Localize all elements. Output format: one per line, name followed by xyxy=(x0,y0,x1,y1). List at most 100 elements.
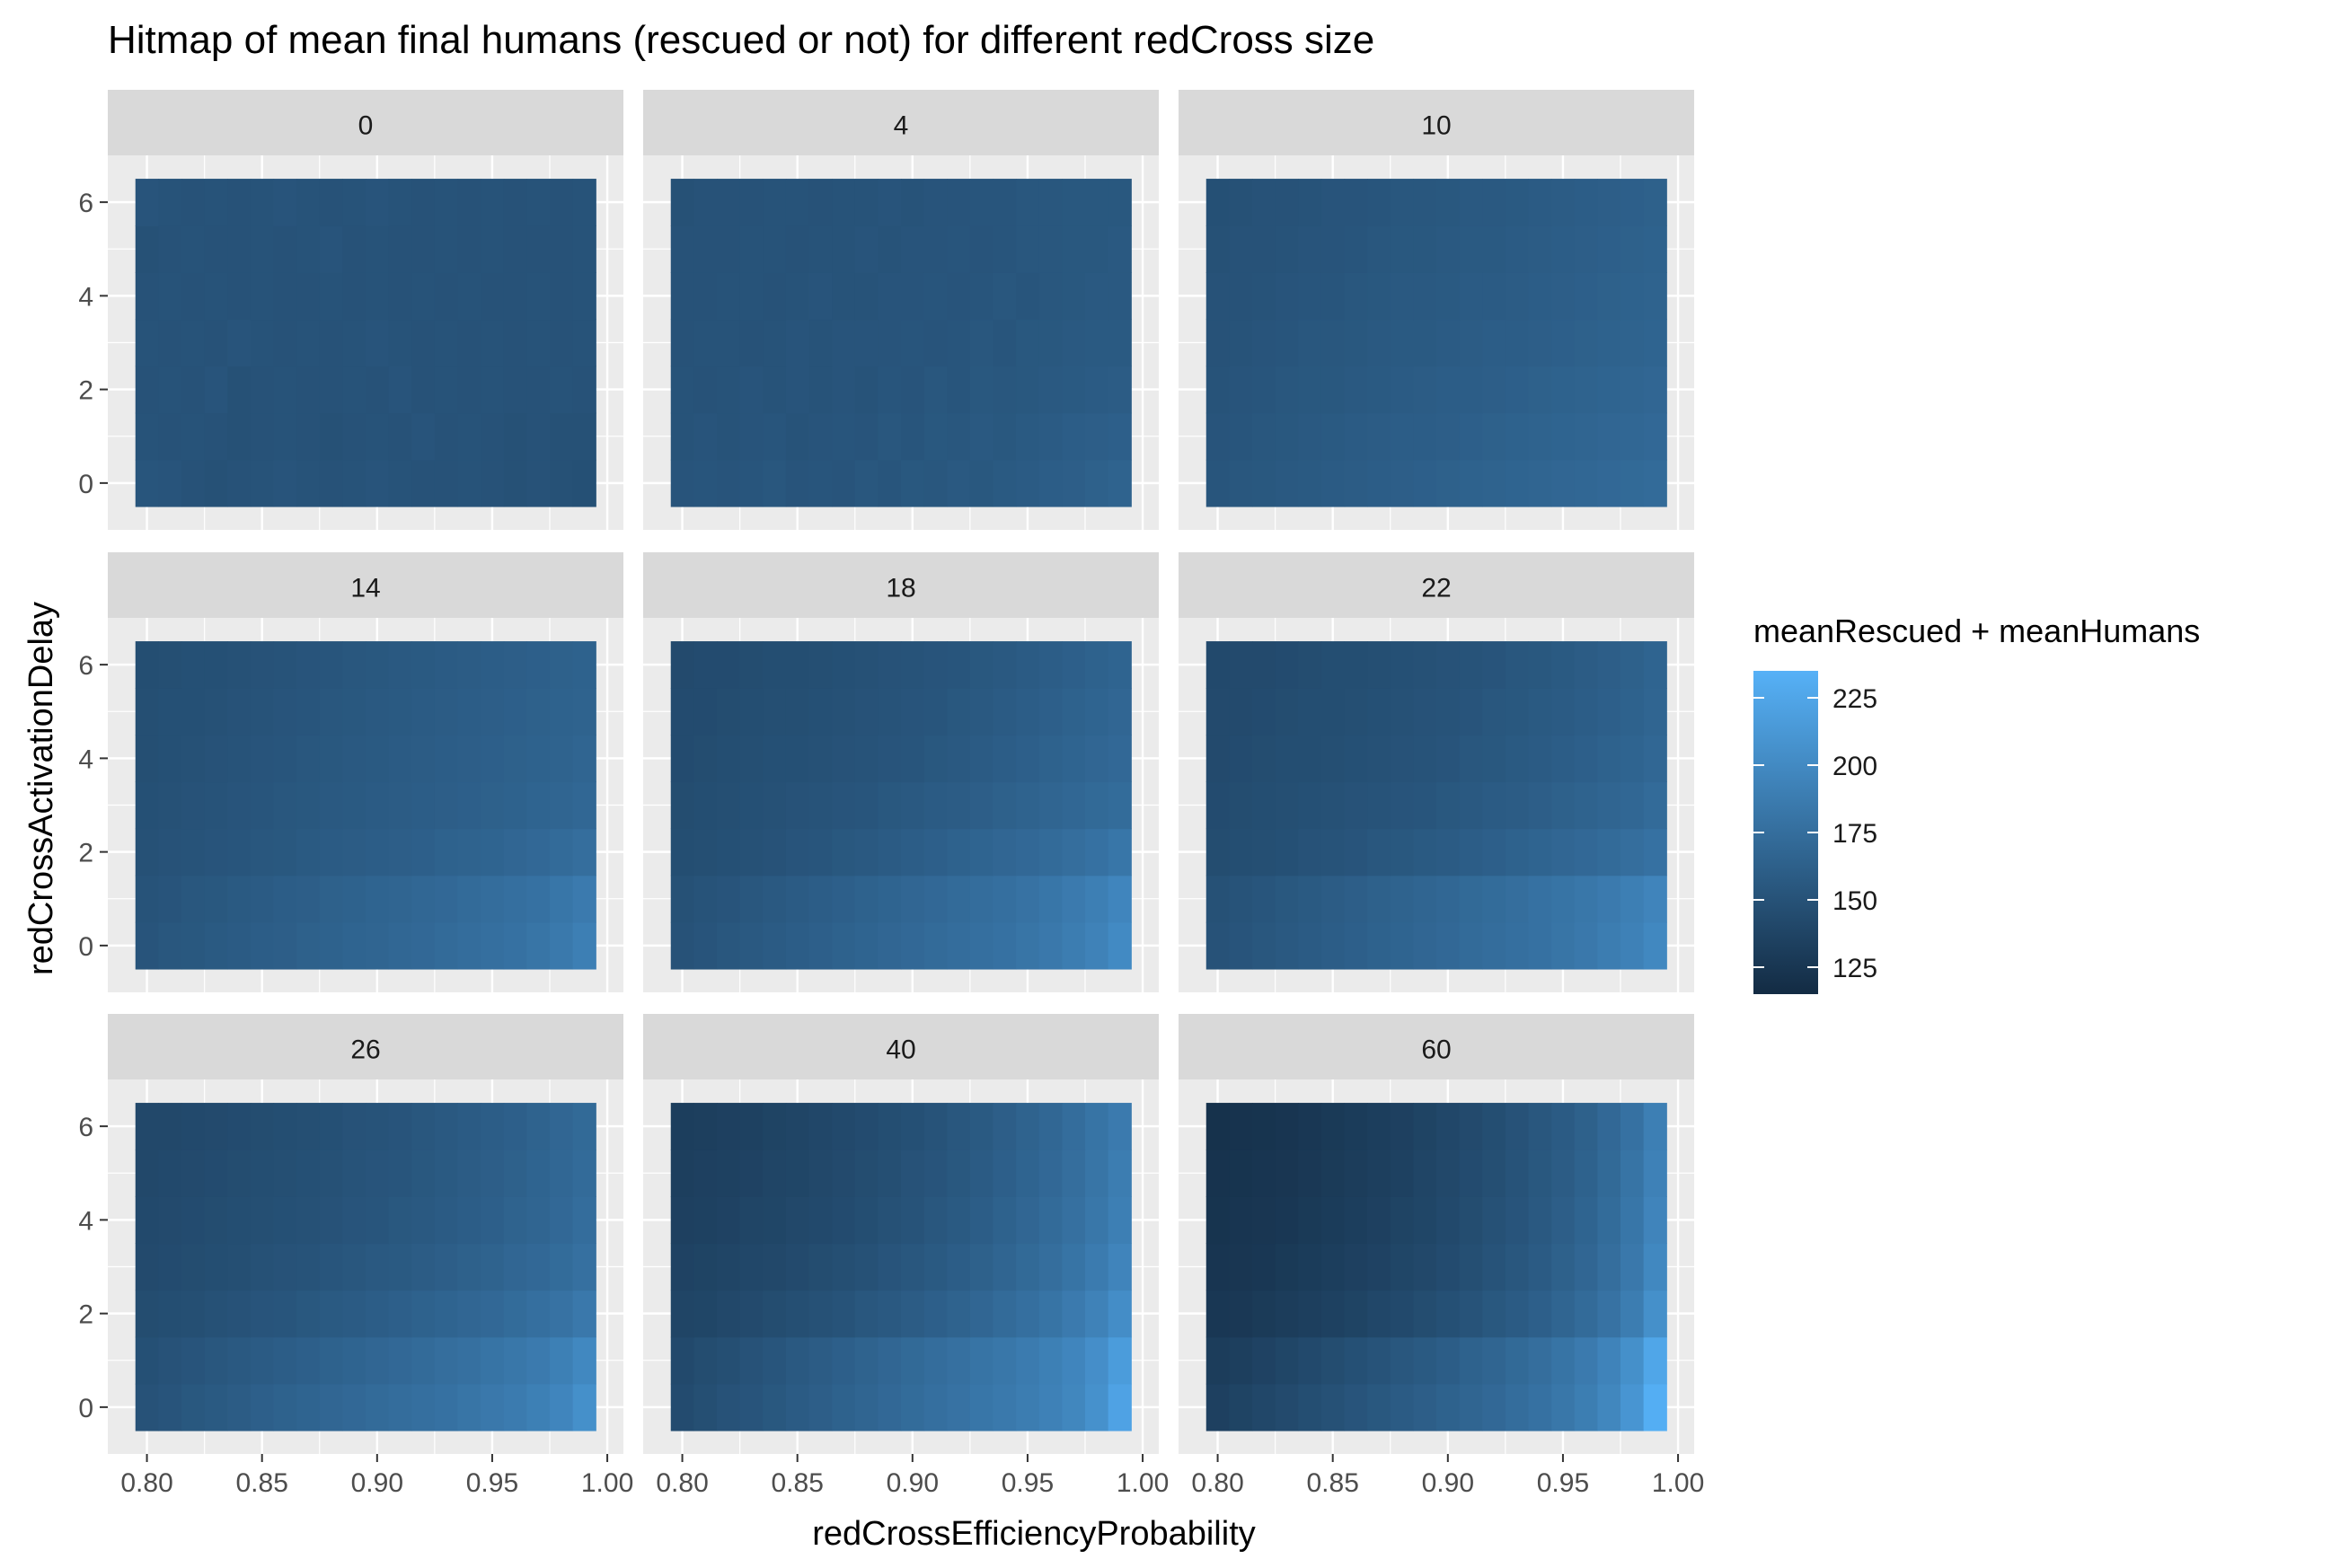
heatmap-tile xyxy=(763,366,787,414)
heatmap-tile xyxy=(526,366,551,414)
heatmap-tile xyxy=(572,366,596,414)
heatmap-tile xyxy=(901,366,925,414)
heatmap-tile xyxy=(1298,366,1322,414)
heatmap-tile xyxy=(227,319,252,367)
heatmap-tile xyxy=(993,735,1017,783)
heatmap-tile xyxy=(481,875,505,923)
heatmap-tile xyxy=(550,1150,574,1197)
heatmap-tile xyxy=(763,272,787,321)
heatmap-tile xyxy=(1367,459,1391,507)
heatmap-tile xyxy=(1597,225,1621,273)
heatmap-tile xyxy=(1344,1196,1368,1245)
heatmap-tile xyxy=(1597,1196,1621,1245)
heatmap-tile xyxy=(1620,1383,1645,1431)
heatmap-tile xyxy=(181,272,206,321)
heatmap-tile xyxy=(296,875,321,923)
heatmap-tile xyxy=(1016,1196,1040,1245)
heatmap-tile xyxy=(1390,641,1414,689)
heatmap-tile xyxy=(717,412,741,461)
heatmap-tile xyxy=(526,1383,551,1431)
heatmap-tile xyxy=(1038,459,1063,507)
heatmap-tile xyxy=(1574,272,1598,321)
heatmap-tile xyxy=(1620,781,1645,830)
heatmap-tile xyxy=(1252,1383,1276,1431)
heatmap-tile xyxy=(1390,735,1414,783)
heatmap-tile xyxy=(763,319,787,367)
heatmap-tile xyxy=(1062,1290,1086,1338)
heatmap-tile xyxy=(670,1383,694,1431)
heatmap-tile xyxy=(1320,1290,1346,1338)
heatmap-tile xyxy=(434,875,459,923)
heatmap-tile xyxy=(1344,272,1368,321)
heatmap-tile xyxy=(1229,412,1253,461)
heatmap-tile xyxy=(1505,366,1530,414)
heatmap-tile xyxy=(808,875,833,923)
heatmap-tile xyxy=(785,781,810,830)
heatmap-tile xyxy=(388,1150,412,1197)
heatmap-tile xyxy=(1016,921,1040,970)
heatmap-tile xyxy=(1390,828,1414,876)
heatmap-tile xyxy=(1597,319,1621,367)
heatmap-tile xyxy=(993,1290,1017,1338)
heatmap-tile xyxy=(1482,1290,1506,1338)
y-tick-label: 4 xyxy=(78,1206,93,1236)
heatmap-tile xyxy=(1482,781,1506,830)
heatmap-tile xyxy=(1252,366,1276,414)
heatmap-tile xyxy=(808,412,833,461)
heatmap-tile xyxy=(250,875,275,923)
heatmap-tile xyxy=(1528,366,1552,414)
heatmap-tile xyxy=(901,179,925,226)
heatmap-tile xyxy=(923,875,948,923)
heatmap-tile xyxy=(993,1336,1017,1385)
heatmap-tile xyxy=(1597,828,1621,876)
heatmap-tile xyxy=(481,921,505,970)
heatmap-tile xyxy=(693,1243,718,1291)
heatmap-tile xyxy=(785,828,810,876)
heatmap-tile xyxy=(481,1103,505,1150)
facet-strip xyxy=(108,1014,623,1079)
heatmap-tile xyxy=(481,641,505,689)
heatmap-tile xyxy=(181,688,206,736)
heatmap-tile xyxy=(1320,1103,1346,1150)
heatmap-tile xyxy=(1320,366,1346,414)
heatmap-tile xyxy=(1085,319,1109,367)
heatmap-tile xyxy=(1367,412,1391,461)
heatmap-tile xyxy=(273,1196,297,1245)
heatmap-tile xyxy=(763,1243,787,1291)
heatmap-tile xyxy=(481,735,505,783)
heatmap-tile xyxy=(1620,1243,1645,1291)
heatmap-tile xyxy=(1085,875,1109,923)
heatmap-tile xyxy=(204,828,228,876)
heatmap-tile xyxy=(969,1243,994,1291)
heatmap-tile xyxy=(785,459,810,507)
heatmap-tile xyxy=(204,1103,228,1150)
heatmap-tile xyxy=(503,179,527,226)
heatmap-tile xyxy=(503,641,527,689)
heatmap-tile xyxy=(1275,179,1299,226)
heatmap-tile xyxy=(763,1196,787,1245)
heatmap-tile xyxy=(1505,225,1530,273)
heatmap-tile xyxy=(1574,319,1598,367)
heatmap-tile xyxy=(693,781,718,830)
heatmap-tile xyxy=(901,412,925,461)
heatmap-tile xyxy=(1482,1196,1506,1245)
heatmap-tile xyxy=(411,272,436,321)
heatmap-tile xyxy=(1459,828,1483,876)
heatmap-tile xyxy=(503,781,527,830)
heatmap-tile xyxy=(717,1243,741,1291)
heatmap-tile xyxy=(1320,412,1346,461)
heatmap-tile xyxy=(135,179,159,226)
heatmap-tile xyxy=(319,1336,343,1385)
heatmap-tile xyxy=(158,688,182,736)
heatmap-tile xyxy=(739,1336,764,1385)
heatmap-tile xyxy=(411,781,436,830)
heatmap-tile xyxy=(1436,412,1461,461)
heatmap-tile xyxy=(411,1243,436,1291)
heatmap-tile xyxy=(411,1336,436,1385)
heatmap-tile xyxy=(135,921,159,970)
heatmap-tile xyxy=(808,459,833,507)
heatmap-tile xyxy=(366,875,390,923)
heatmap-tile xyxy=(1229,781,1253,830)
heatmap-tile xyxy=(1016,828,1040,876)
heatmap-tile xyxy=(1275,641,1299,689)
